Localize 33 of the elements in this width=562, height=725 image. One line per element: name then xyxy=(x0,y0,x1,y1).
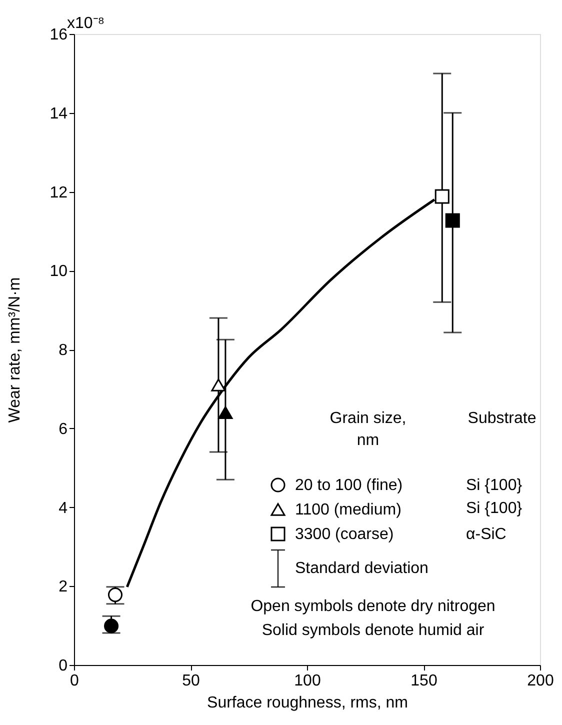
y-tick-label: 12 xyxy=(50,184,68,202)
point xyxy=(104,618,119,634)
x-tick-label: 200 xyxy=(527,672,554,690)
annotation: Si {100} xyxy=(466,500,523,517)
y-tick-label: 16 xyxy=(50,26,68,44)
legend-label: 3300 (coarse) xyxy=(295,526,394,543)
legend-label: 20 to 100 (fine) xyxy=(295,477,403,494)
annotation: α-SiC xyxy=(466,526,506,543)
annotation: Grain size, nm xyxy=(330,410,406,449)
y-tick-label: 0 xyxy=(58,658,68,674)
point xyxy=(211,378,226,392)
point xyxy=(434,189,450,204)
x-axis-title: Surface roughness, rms, nm xyxy=(207,694,408,712)
y-tick-label: 2 xyxy=(58,578,68,596)
y-axis-title: Wear rate, mm³/N·m xyxy=(6,277,24,423)
annotation: Si {100} xyxy=(466,477,523,494)
y-tick-label: 6 xyxy=(58,420,68,438)
annotation: Substrate xyxy=(468,410,536,427)
y-tick-label: 10 xyxy=(50,263,68,280)
text: x10⁻⁸ xyxy=(67,15,105,32)
annotation: Open symbols denote dry nitrogen xyxy=(250,598,496,615)
y-tick-label: 4 xyxy=(58,500,68,517)
point xyxy=(218,406,233,419)
x-tick-label: 150 xyxy=(410,672,438,690)
x-tick-label: 50 xyxy=(182,672,200,690)
annotation: Standard deviation xyxy=(295,560,428,577)
y-tick-label: 14 xyxy=(50,105,68,122)
x-tick-label: 0 xyxy=(70,672,80,690)
annotation: Solid symbols denote humid air xyxy=(262,622,485,639)
point xyxy=(445,213,460,228)
legend-label: 1100 (medium) xyxy=(295,502,402,518)
x-tick-label: 100 xyxy=(294,672,321,690)
y-tick-label: 8 xyxy=(58,342,68,359)
